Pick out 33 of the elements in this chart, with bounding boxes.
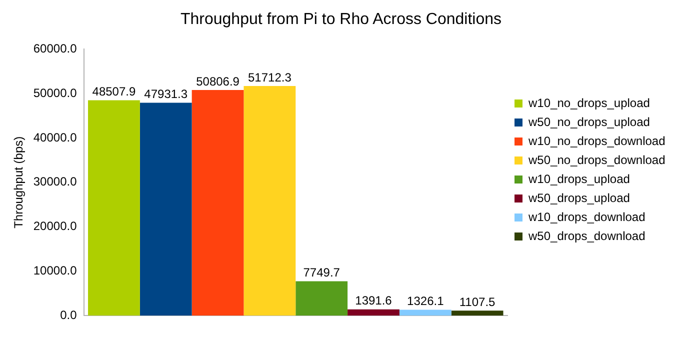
bar: [399, 310, 452, 316]
legend-label: w10_no_drops_upload: [528, 96, 650, 110]
data-label: 48507.9: [92, 84, 136, 99]
data-label: 47931.3: [144, 87, 188, 102]
bar: [192, 90, 244, 316]
legend-label: w10_drops_download: [528, 210, 646, 224]
legend-label: w10_no_drops_download: [528, 134, 666, 148]
y-tick-label: 10000.0: [33, 264, 78, 278]
y-axis-title: Throughput (bps): [12, 136, 26, 228]
bar: [88, 100, 140, 316]
y-tick-label: 0.0: [60, 308, 78, 322]
y-tick-label: 30000.0: [33, 174, 78, 189]
data-label: 1107.5: [459, 294, 496, 309]
y-tick-label: 50000.0: [33, 86, 78, 100]
bar: [140, 102, 192, 316]
y-tick-label: 40000.0: [33, 130, 78, 144]
legend-label: w50_no_drops_download: [528, 152, 666, 167]
bar: [296, 281, 348, 316]
data-label: 51712.3: [248, 70, 292, 84]
y-tick-label: 60000.0: [33, 42, 78, 56]
data-label: 50806.9: [196, 74, 240, 88]
data-label: 1391.6: [355, 294, 392, 308]
y-tick-label: 20000.0: [33, 219, 78, 234]
data-label: 1326.1: [407, 294, 444, 308]
legend-label: w50_drops_download: [528, 228, 646, 243]
chart-title: Throughput from Pi to Rho Across Conditions: [180, 11, 502, 28]
legend-label: w50_drops_upload: [528, 190, 630, 205]
bar: [348, 309, 400, 316]
legend-label: w10_drops_upload: [528, 172, 630, 186]
bar: [244, 86, 296, 316]
data-label: 7749.7: [303, 266, 340, 280]
legend-label: w50_no_drops_upload: [528, 114, 650, 129]
bar: [451, 310, 504, 316]
